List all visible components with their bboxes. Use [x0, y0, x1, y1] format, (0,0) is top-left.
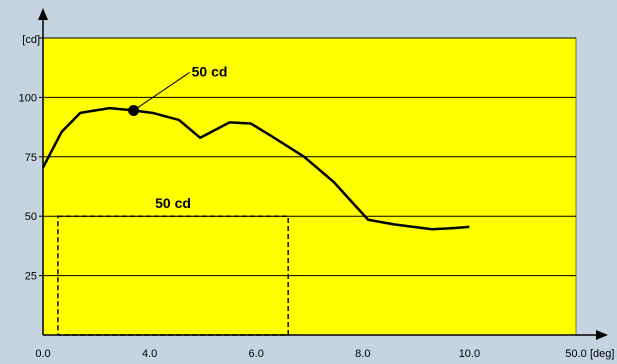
y-tick-label: 100 [19, 92, 37, 104]
x-tick-label: 0.0 [35, 348, 50, 360]
x-tick-label: 50.0 [565, 348, 586, 360]
plot-area [42, 37, 577, 336]
x-tick-labels: 0.0 4.0 6.0 8.0 10.0 50.0 [35, 348, 586, 360]
series-line [41, 106, 470, 231]
y-unit-label: [cd] [22, 34, 40, 46]
x-axis-arrow [596, 330, 608, 340]
y-tick-label: 50 [25, 211, 37, 223]
x-tick-label: 6.0 [249, 348, 264, 360]
x-unit-label: [deg] [590, 348, 614, 360]
x-tick-label: 10.0 [459, 348, 480, 360]
x-tick-label: 4.0 [142, 348, 157, 360]
y-tick-label: 25 [25, 271, 37, 283]
marker-point [128, 104, 140, 116]
marker-label: 50 cd [192, 63, 228, 79]
marker-callout-line [133, 72, 190, 111]
x-tick-label: 8.0 [355, 348, 370, 360]
box-label: 50 cd [155, 195, 191, 211]
y-axis-arrow [38, 8, 48, 20]
axes [38, 8, 608, 340]
y-tick-label: 75 [25, 152, 37, 164]
y-tick-labels: 25 50 75 100 [19, 92, 37, 282]
